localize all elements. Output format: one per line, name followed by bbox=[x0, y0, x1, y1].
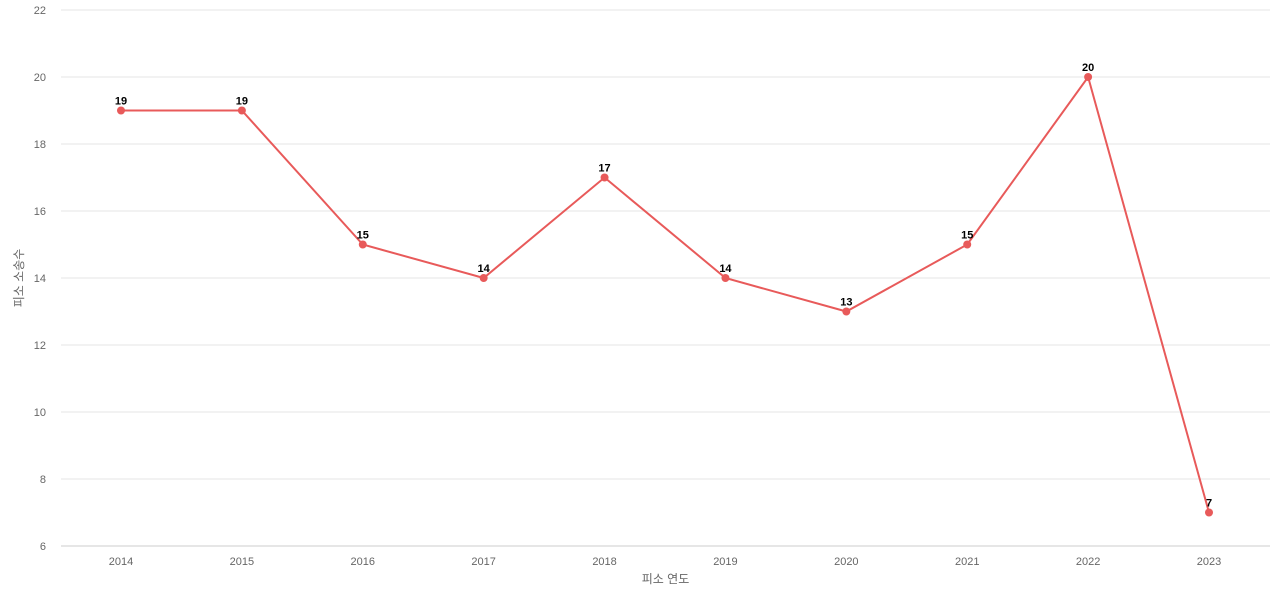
x-tick-label: 2017 bbox=[471, 556, 495, 568]
data-label: 15 bbox=[961, 230, 973, 242]
x-tick-label: 2018 bbox=[592, 556, 616, 568]
x-axis-title: 피소 연도 bbox=[642, 572, 690, 586]
data-points bbox=[117, 73, 1213, 517]
data-point bbox=[117, 106, 125, 115]
x-tick-label: 2022 bbox=[1076, 556, 1100, 568]
data-point bbox=[842, 307, 851, 316]
data-point bbox=[600, 173, 609, 182]
x-tick-label: 2014 bbox=[109, 556, 133, 568]
data-label: 7 bbox=[1206, 498, 1212, 510]
data-label: 15 bbox=[357, 230, 369, 242]
data-point bbox=[1084, 73, 1093, 81]
gridlines bbox=[61, 9, 1270, 480]
x-tick-label: 2016 bbox=[351, 556, 375, 568]
y-tick-label: 18 bbox=[34, 139, 46, 151]
y-axis-title: 피소 소송수 bbox=[12, 249, 26, 308]
y-tick-label: 10 bbox=[34, 407, 46, 419]
data-label: 14 bbox=[478, 263, 491, 275]
data-label: 19 bbox=[115, 96, 127, 108]
x-tick-label: 2015 bbox=[230, 556, 254, 568]
x-axis-ticks: 2014 2015 2016 2017 2018 2019 2020 2021 2022 2023 bbox=[109, 556, 1221, 568]
data-label: 19 bbox=[236, 96, 248, 108]
data-point bbox=[963, 240, 972, 249]
y-axis-ticks: 6 8 10 12 14 16 18 20 22 bbox=[34, 5, 46, 553]
x-tick-label: 2020 bbox=[834, 556, 858, 568]
data-point bbox=[1205, 508, 1213, 517]
y-tick-label: 14 bbox=[34, 273, 46, 285]
series-line bbox=[121, 74, 1210, 513]
data-labels: 19 19 15 14 17 14 13 15 20 7 bbox=[115, 62, 1212, 510]
y-tick-label: 20 bbox=[34, 72, 46, 84]
y-tick-label: 8 bbox=[40, 474, 46, 486]
data-point bbox=[237, 106, 246, 115]
y-tick-label: 16 bbox=[34, 206, 46, 218]
data-point bbox=[479, 274, 488, 282]
data-label: 17 bbox=[598, 163, 610, 175]
data-label: 13 bbox=[840, 297, 852, 309]
y-tick-label: 22 bbox=[34, 5, 46, 17]
data-label: 20 bbox=[1082, 62, 1094, 74]
y-tick-label: 6 bbox=[40, 541, 46, 553]
x-tick-label: 2019 bbox=[713, 556, 737, 568]
data-point bbox=[358, 240, 367, 249]
data-point bbox=[721, 274, 730, 282]
x-tick-label: 2021 bbox=[955, 556, 979, 568]
x-tick-label: 2023 bbox=[1197, 556, 1221, 568]
data-label: 14 bbox=[719, 263, 732, 275]
y-tick-label: 12 bbox=[34, 340, 46, 352]
